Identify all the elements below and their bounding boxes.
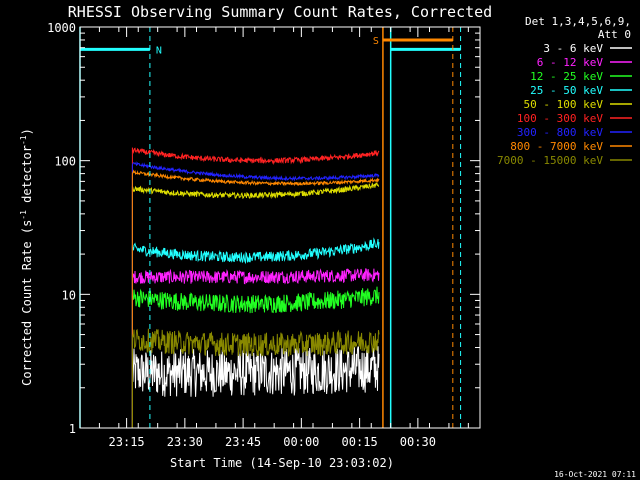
y-axis-label-part-1: Corrected Count Rate (s xyxy=(20,220,34,386)
y-tick-label: 1000 xyxy=(47,21,76,35)
legend-label-6: 100 - 300 keV xyxy=(517,112,603,125)
legend-label-8: 800 - 7000 keV xyxy=(510,140,603,153)
legend-header-line-1: Det 1,3,4,5,6,9, xyxy=(525,15,631,28)
y-axis-label: Corrected Count Rate (s-1 detector-1) xyxy=(19,128,34,386)
series-line-5 xyxy=(131,182,380,428)
legend-header-line-2: Att 0 xyxy=(598,28,631,41)
legend-label-1: 3 - 6 keV xyxy=(543,42,603,55)
y-axis-label-part-2: detector xyxy=(20,145,34,210)
y-tick-label: 1 xyxy=(69,422,76,436)
footer-date: 16-Oct-2021 07:11 xyxy=(554,470,636,479)
y-axis-label-sup-1: -1 xyxy=(19,210,28,220)
series-line-7 xyxy=(131,161,380,428)
x-tick-label: 23:45 xyxy=(225,435,261,449)
legend-label-4: 25 - 50 keV xyxy=(530,84,603,97)
legend-label-7: 300 - 800 keV xyxy=(517,126,603,139)
x-tick-label: 00:15 xyxy=(342,435,378,449)
annotation-label-3: S xyxy=(373,36,379,47)
series-line-4 xyxy=(131,237,380,428)
y-axis-label-sup-2: -1 xyxy=(19,135,28,145)
legend-label-2: 6 - 12 keV xyxy=(537,56,604,69)
series-line-3 xyxy=(131,286,380,428)
annotation-label-1: N xyxy=(156,45,162,56)
x-tick-label: 23:15 xyxy=(109,435,145,449)
legend-label-3: 12 - 25 keV xyxy=(530,70,603,83)
y-axis-label-part-3: ) xyxy=(20,128,34,135)
x-tick-label: 23:30 xyxy=(167,435,203,449)
series-line-2 xyxy=(131,268,380,428)
x-tick-label: 00:00 xyxy=(283,435,319,449)
y-tick-label: 10 xyxy=(62,288,76,302)
plot-area: N S 1 10 100 1000 23:15 23:30 23:45 00:00 00:15 00:… xyxy=(47,21,481,449)
legend-label-5: 50 - 100 keV xyxy=(524,98,604,111)
series-line-8 xyxy=(131,169,380,428)
chart-title: RHESSI Observing Summary Count Rates, Co… xyxy=(68,3,492,21)
series-line-1 xyxy=(131,346,380,428)
series-line-9 xyxy=(131,328,380,428)
y-tick-label: 100 xyxy=(54,155,76,169)
x-tick-label: 00:30 xyxy=(400,435,436,449)
series-line-6 xyxy=(131,147,380,428)
x-axis-label: Start Time (14-Sep-10 23:03:02) xyxy=(170,456,394,470)
legend-label-9: 7000 - 15000 keV xyxy=(497,154,603,167)
plot-frame xyxy=(79,26,481,429)
